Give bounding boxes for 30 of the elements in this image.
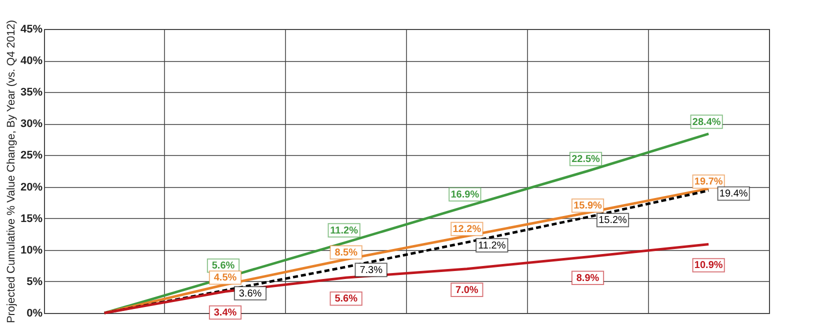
y-tick-label: 0% bbox=[26, 308, 43, 320]
data-label: 22.5% bbox=[572, 154, 600, 165]
data-label: 15.9% bbox=[574, 200, 602, 212]
data-label: 8.5% bbox=[334, 247, 358, 258]
data-label: 11.2% bbox=[478, 240, 506, 252]
data-label: 10.9% bbox=[694, 260, 723, 272]
data-label: 7.3% bbox=[360, 264, 383, 276]
data-label: 12.2% bbox=[452, 224, 482, 236]
y-tick-label: 10% bbox=[20, 244, 43, 256]
data-label: 7.0% bbox=[456, 284, 478, 296]
data-label: 3.6% bbox=[238, 288, 262, 300]
y-tick-label: 25% bbox=[20, 150, 43, 162]
data-label: 5.6% bbox=[212, 260, 235, 272]
y-tick-label: 40% bbox=[20, 55, 43, 68]
data-label: 8.9% bbox=[576, 272, 600, 284]
data-label: 19.4% bbox=[719, 188, 748, 200]
y-axis-title: Projected Cumulative % Value Change, By Year (vs. Q4 2012) bbox=[5, 20, 18, 323]
y-tick-label: 20% bbox=[20, 181, 43, 194]
data-label: 3.4% bbox=[214, 308, 237, 319]
y-tick-label: 15% bbox=[20, 212, 43, 225]
data-label: 19.7% bbox=[694, 176, 723, 188]
data-label: 11.2% bbox=[330, 225, 358, 236]
data-label: 15.2% bbox=[598, 215, 628, 226]
y-tick-label: 45% bbox=[20, 24, 43, 36]
y-tick-label: 30% bbox=[20, 118, 43, 130]
data-label: 28.4% bbox=[692, 116, 721, 128]
data-label: 5.6% bbox=[334, 294, 358, 305]
data-label: 16.9% bbox=[450, 189, 480, 200]
y-tick-label: 35% bbox=[20, 86, 43, 99]
y-tick-label: 5% bbox=[26, 276, 43, 288]
